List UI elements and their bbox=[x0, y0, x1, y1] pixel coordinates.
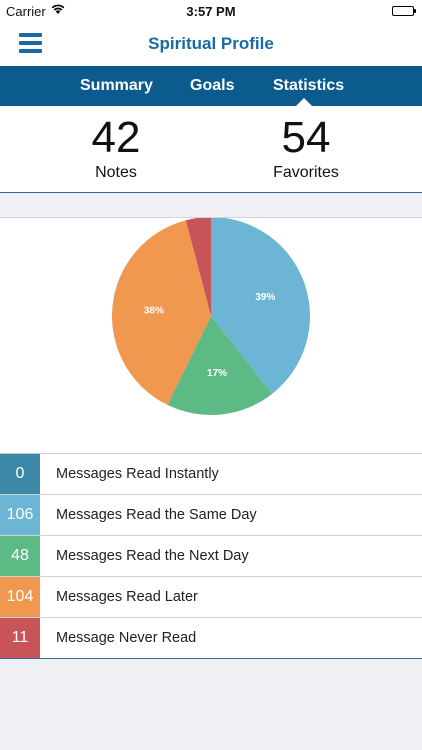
active-tab-indicator bbox=[295, 98, 313, 107]
legend-label: Messages Read the Same Day bbox=[56, 507, 257, 523]
pie-slice-label: 39% bbox=[255, 292, 275, 303]
legend-count: 104 bbox=[0, 577, 40, 617]
pie-chart: 39% 17% 38% bbox=[111, 218, 311, 415]
notes-value: 42 bbox=[91, 113, 141, 162]
notes-label: Notes bbox=[95, 164, 137, 181]
tab-summary[interactable]: Summary bbox=[80, 77, 153, 94]
segment-tabs: Summary Goals Statistics bbox=[0, 66, 422, 107]
notes-count: 42 Notes bbox=[36, 114, 196, 182]
legend-count: 11 bbox=[0, 618, 40, 658]
section-gap bbox=[0, 193, 422, 218]
tab-goals[interactable]: Goals bbox=[190, 77, 235, 94]
pie-chart-panel: 39% 17% 38% bbox=[0, 218, 422, 453]
counts-panel: 42 Notes 54 Favorites bbox=[0, 106, 422, 193]
pie-slice bbox=[111, 220, 211, 405]
legend-list: 0 Messages Read Instantly 106 Messages R… bbox=[0, 453, 422, 659]
status-bar: Carrier 3:57 PM bbox=[0, 0, 422, 22]
legend-row: 0 Messages Read Instantly bbox=[0, 453, 422, 494]
legend-label: Messages Read Instantly bbox=[56, 466, 219, 482]
pie-slice-label: 38% bbox=[144, 305, 164, 316]
pie-slice bbox=[167, 316, 273, 415]
legend-label: Message Never Read bbox=[56, 630, 197, 646]
page-title: Spiritual Profile bbox=[148, 34, 274, 53]
pie-slice-label: 17% bbox=[207, 368, 227, 379]
pie-slice bbox=[211, 218, 311, 394]
legend-count: 0 bbox=[0, 454, 40, 494]
legend-row: 104 Messages Read Later bbox=[0, 576, 422, 617]
wifi-icon bbox=[51, 3, 65, 18]
favorites-value: 54 bbox=[281, 113, 331, 162]
legend-count: 48 bbox=[0, 536, 40, 576]
carrier-label: Carrier bbox=[6, 4, 46, 19]
navigation-bar: Spiritual Profile bbox=[0, 22, 422, 66]
status-time: 3:57 PM bbox=[186, 4, 236, 19]
favorites-label: Favorites bbox=[273, 164, 339, 181]
legend-label: Messages Read Later bbox=[56, 589, 198, 605]
legend-count: 106 bbox=[0, 495, 40, 535]
favorites-count: 54 Favorites bbox=[226, 114, 386, 182]
legend-label: Messages Read the Next Day bbox=[56, 548, 249, 564]
hamburger-menu-icon[interactable] bbox=[19, 33, 42, 53]
battery-icon bbox=[392, 6, 416, 16]
pie-slice bbox=[185, 218, 211, 316]
legend-row: 106 Messages Read the Same Day bbox=[0, 494, 422, 535]
tab-statistics[interactable]: Statistics bbox=[273, 77, 345, 94]
legend-row: 48 Messages Read the Next Day bbox=[0, 535, 422, 576]
legend-row: 11 Message Never Read bbox=[0, 617, 422, 659]
